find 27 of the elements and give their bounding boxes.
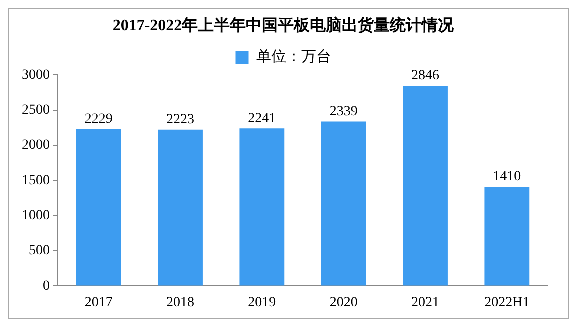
data-label: 2229: [84, 112, 113, 128]
y-tick-label: 2000: [22, 138, 50, 154]
data-label: 2241: [248, 111, 276, 126]
legend-label: 单位：万台: [256, 48, 332, 66]
y-tick-label: 2500: [22, 103, 50, 118]
x-tick-label: 2022H1: [484, 295, 530, 310]
y-tick-label: 3000: [22, 68, 50, 83]
bar: [321, 122, 366, 286]
x-tick-label: 2018: [166, 295, 194, 310]
bar: [403, 86, 448, 286]
y-tick-label: 1000: [22, 208, 50, 224]
data-label: 2339: [330, 104, 358, 120]
x-tick-label: 2019: [248, 295, 276, 310]
bar: [158, 130, 203, 286]
x-tick-label: 2017: [84, 295, 113, 310]
bar: [240, 128, 285, 286]
y-tick-label: 0: [43, 278, 50, 294]
x-tick-label: 2020: [330, 295, 358, 310]
x-tick-label: 2021: [412, 295, 440, 310]
data-label: 1410: [493, 170, 522, 185]
y-tick-label: 1500: [22, 173, 50, 188]
bar: [76, 129, 122, 286]
bar: [484, 187, 530, 286]
data-label: 2223: [166, 112, 194, 128]
data-label: 2846: [412, 68, 440, 84]
chart-title: 2017-2022年上半年中国平板电脑出货量统计情况: [112, 16, 456, 35]
y-tick-label: 500: [29, 244, 50, 259]
